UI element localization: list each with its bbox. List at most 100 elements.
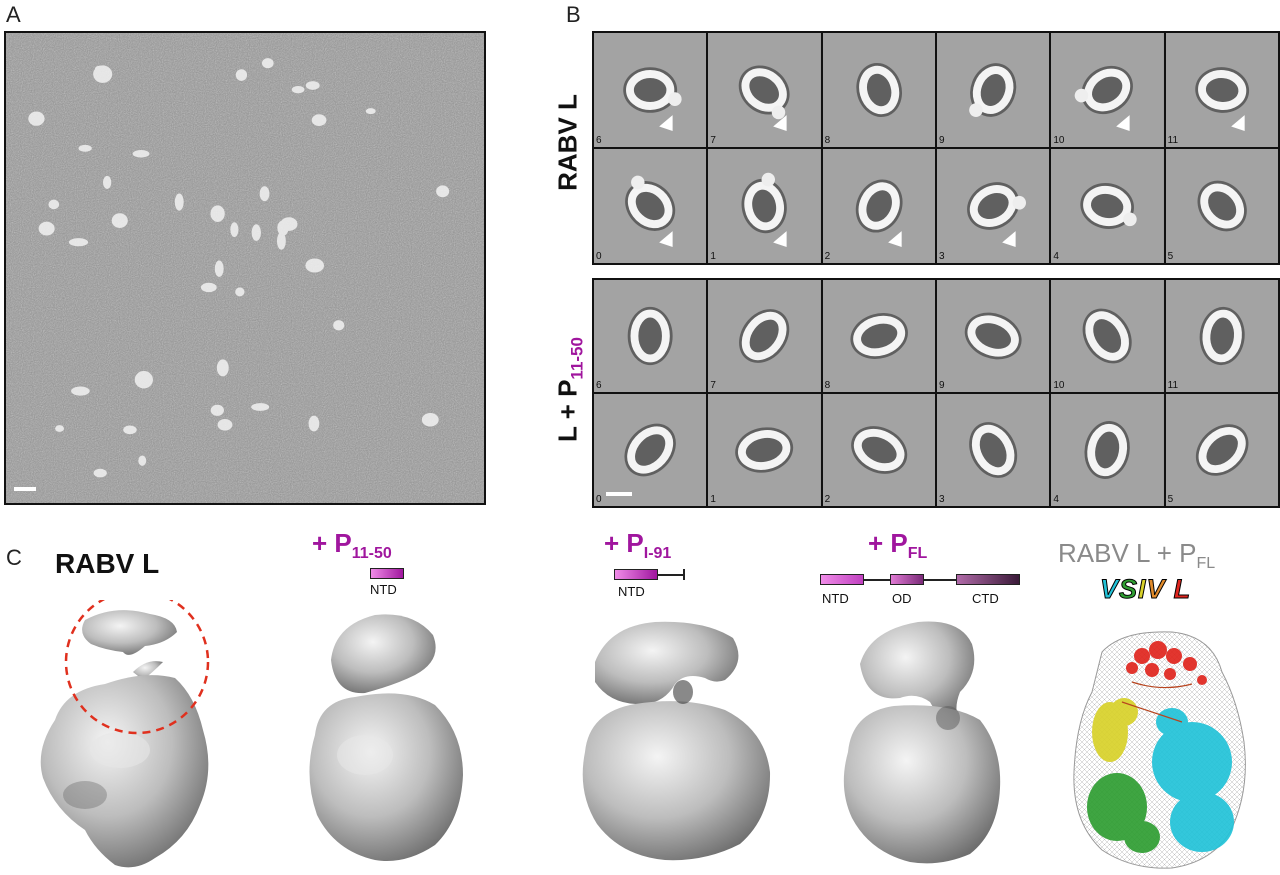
protein-particle: [210, 205, 225, 222]
protein-particle: [230, 222, 239, 238]
class-number: 2: [824, 251, 831, 262]
protein-particle: [55, 425, 65, 432]
class-average-cell: 8: [822, 280, 935, 392]
class-number: 8: [824, 380, 831, 391]
arrowhead-marker: [1116, 115, 1130, 132]
rabv-l-density-map: [40, 600, 210, 868]
cartoon-model-cyan: [1152, 708, 1234, 852]
protein-particle: [421, 412, 439, 427]
class-average-cell: 11: [1165, 280, 1278, 392]
class-average-image: [937, 280, 1050, 392]
class-average-image: [822, 33, 935, 147]
protein-particle: [28, 111, 45, 126]
class-average-cell: 3: [937, 149, 1050, 263]
protein-particle: [259, 186, 270, 202]
arrowhead-marker: [1002, 231, 1016, 248]
class-average-image: [822, 149, 935, 263]
class-number: 8: [824, 135, 831, 146]
arrowhead-marker: [887, 231, 902, 248]
panel-b-scale-bar: [606, 492, 632, 496]
class-average-image: [708, 394, 821, 506]
class-average-cell: 6: [594, 280, 707, 392]
class-average-image: [594, 149, 707, 263]
class-average-cell: 9: [937, 280, 1050, 392]
arrowhead-marker: [1230, 115, 1245, 132]
class-average-cell: 1: [708, 394, 821, 506]
vsiv-l-model-in-mesh: [1073, 631, 1246, 869]
p1-91-tail-line: [658, 574, 684, 576]
p11-50-ntd-box: [370, 568, 404, 579]
p11-50-ntd-label: NTD: [370, 582, 397, 597]
panel-a-scale-bar: [14, 487, 36, 491]
class-number: 10: [1053, 380, 1065, 391]
p1-91-ntd-label: NTD: [618, 584, 645, 599]
class-average-cell: 1: [708, 149, 821, 263]
arrowhead-marker: [773, 231, 787, 248]
class-average-cell: 8: [822, 33, 935, 147]
class-number: 7: [710, 135, 716, 146]
class-average-image: [822, 394, 935, 506]
class-number: 4: [1053, 251, 1059, 262]
protein-particle: [251, 224, 261, 241]
class-average-cell: 5: [1165, 149, 1278, 263]
p1-91-tail-end: [683, 569, 685, 580]
vsiv-letter: V: [1146, 574, 1166, 605]
class-number: 9: [939, 135, 945, 146]
class-number: 10: [1053, 135, 1065, 146]
protein-particle: [251, 403, 270, 411]
protein-particle: [305, 258, 325, 273]
protein-particle: [216, 359, 229, 377]
protein-particle: [291, 85, 305, 94]
protein-particle: [111, 213, 128, 228]
protein-particle: [214, 260, 224, 277]
vsiv-letter: L: [1173, 574, 1192, 605]
class-average-cell: 7: [708, 33, 821, 147]
l-p11-50-density-map: [309, 614, 463, 861]
class-number: 6: [596, 135, 602, 146]
class-number: 3: [939, 251, 945, 262]
pfl-ntd-label: NTD: [822, 591, 849, 606]
pfl-title: + PFL: [868, 528, 928, 562]
vsiv-letter: I: [1138, 574, 1147, 605]
cartoon-model-red: [1126, 641, 1207, 685]
arrowhead-marker: [659, 115, 673, 132]
negative-stain-micrograph: [4, 31, 486, 505]
class-average-image: [1165, 149, 1278, 263]
class-average-cell: 3: [937, 394, 1050, 506]
class-number: 1: [710, 251, 716, 262]
protein-particle: [276, 232, 286, 250]
arrowhead-marker: [659, 231, 673, 248]
vsiv-letter: S: [1119, 574, 1139, 605]
class-average-cell: 11: [1165, 33, 1278, 147]
panel-a-letter: A: [6, 2, 21, 27]
class-average-cell: 6: [594, 33, 707, 147]
protein-particle: [311, 114, 327, 127]
panel-b-letter: B: [566, 2, 581, 27]
class-number: 2: [824, 494, 831, 505]
class-average-cell: 0: [594, 149, 707, 263]
pfl-od-box: [890, 574, 924, 585]
protein-particle: [174, 193, 184, 211]
protein-particle: [217, 419, 233, 431]
panel-c-letter: C: [6, 545, 22, 570]
class-averages-rabv-l: 6 7 8 9 10 11 0 1 2 3 4 5: [592, 31, 1280, 265]
protein-particle: [132, 150, 150, 158]
class-average-image: [708, 280, 821, 392]
cartoon-model-green: [1087, 773, 1160, 853]
pfl-ntd-box: [820, 574, 864, 585]
protein-particle: [210, 404, 224, 416]
protein-particle: [78, 144, 92, 152]
class-average-image: [1165, 394, 1278, 506]
rabv-l-title: RABV L: [55, 548, 160, 579]
class-average-image: [937, 394, 1050, 506]
protein-particle: [71, 386, 90, 396]
class-average-image: [1165, 280, 1278, 392]
class-average-image: [1051, 33, 1164, 147]
class-number: 7: [710, 380, 716, 391]
p1-91-title: + PI-91: [604, 528, 672, 562]
protein-particle: [102, 175, 112, 189]
class-average-image: [1165, 33, 1278, 147]
class-number: 5: [1167, 494, 1174, 505]
class-average-cell: 4: [1051, 149, 1164, 263]
protein-particle: [436, 185, 450, 198]
